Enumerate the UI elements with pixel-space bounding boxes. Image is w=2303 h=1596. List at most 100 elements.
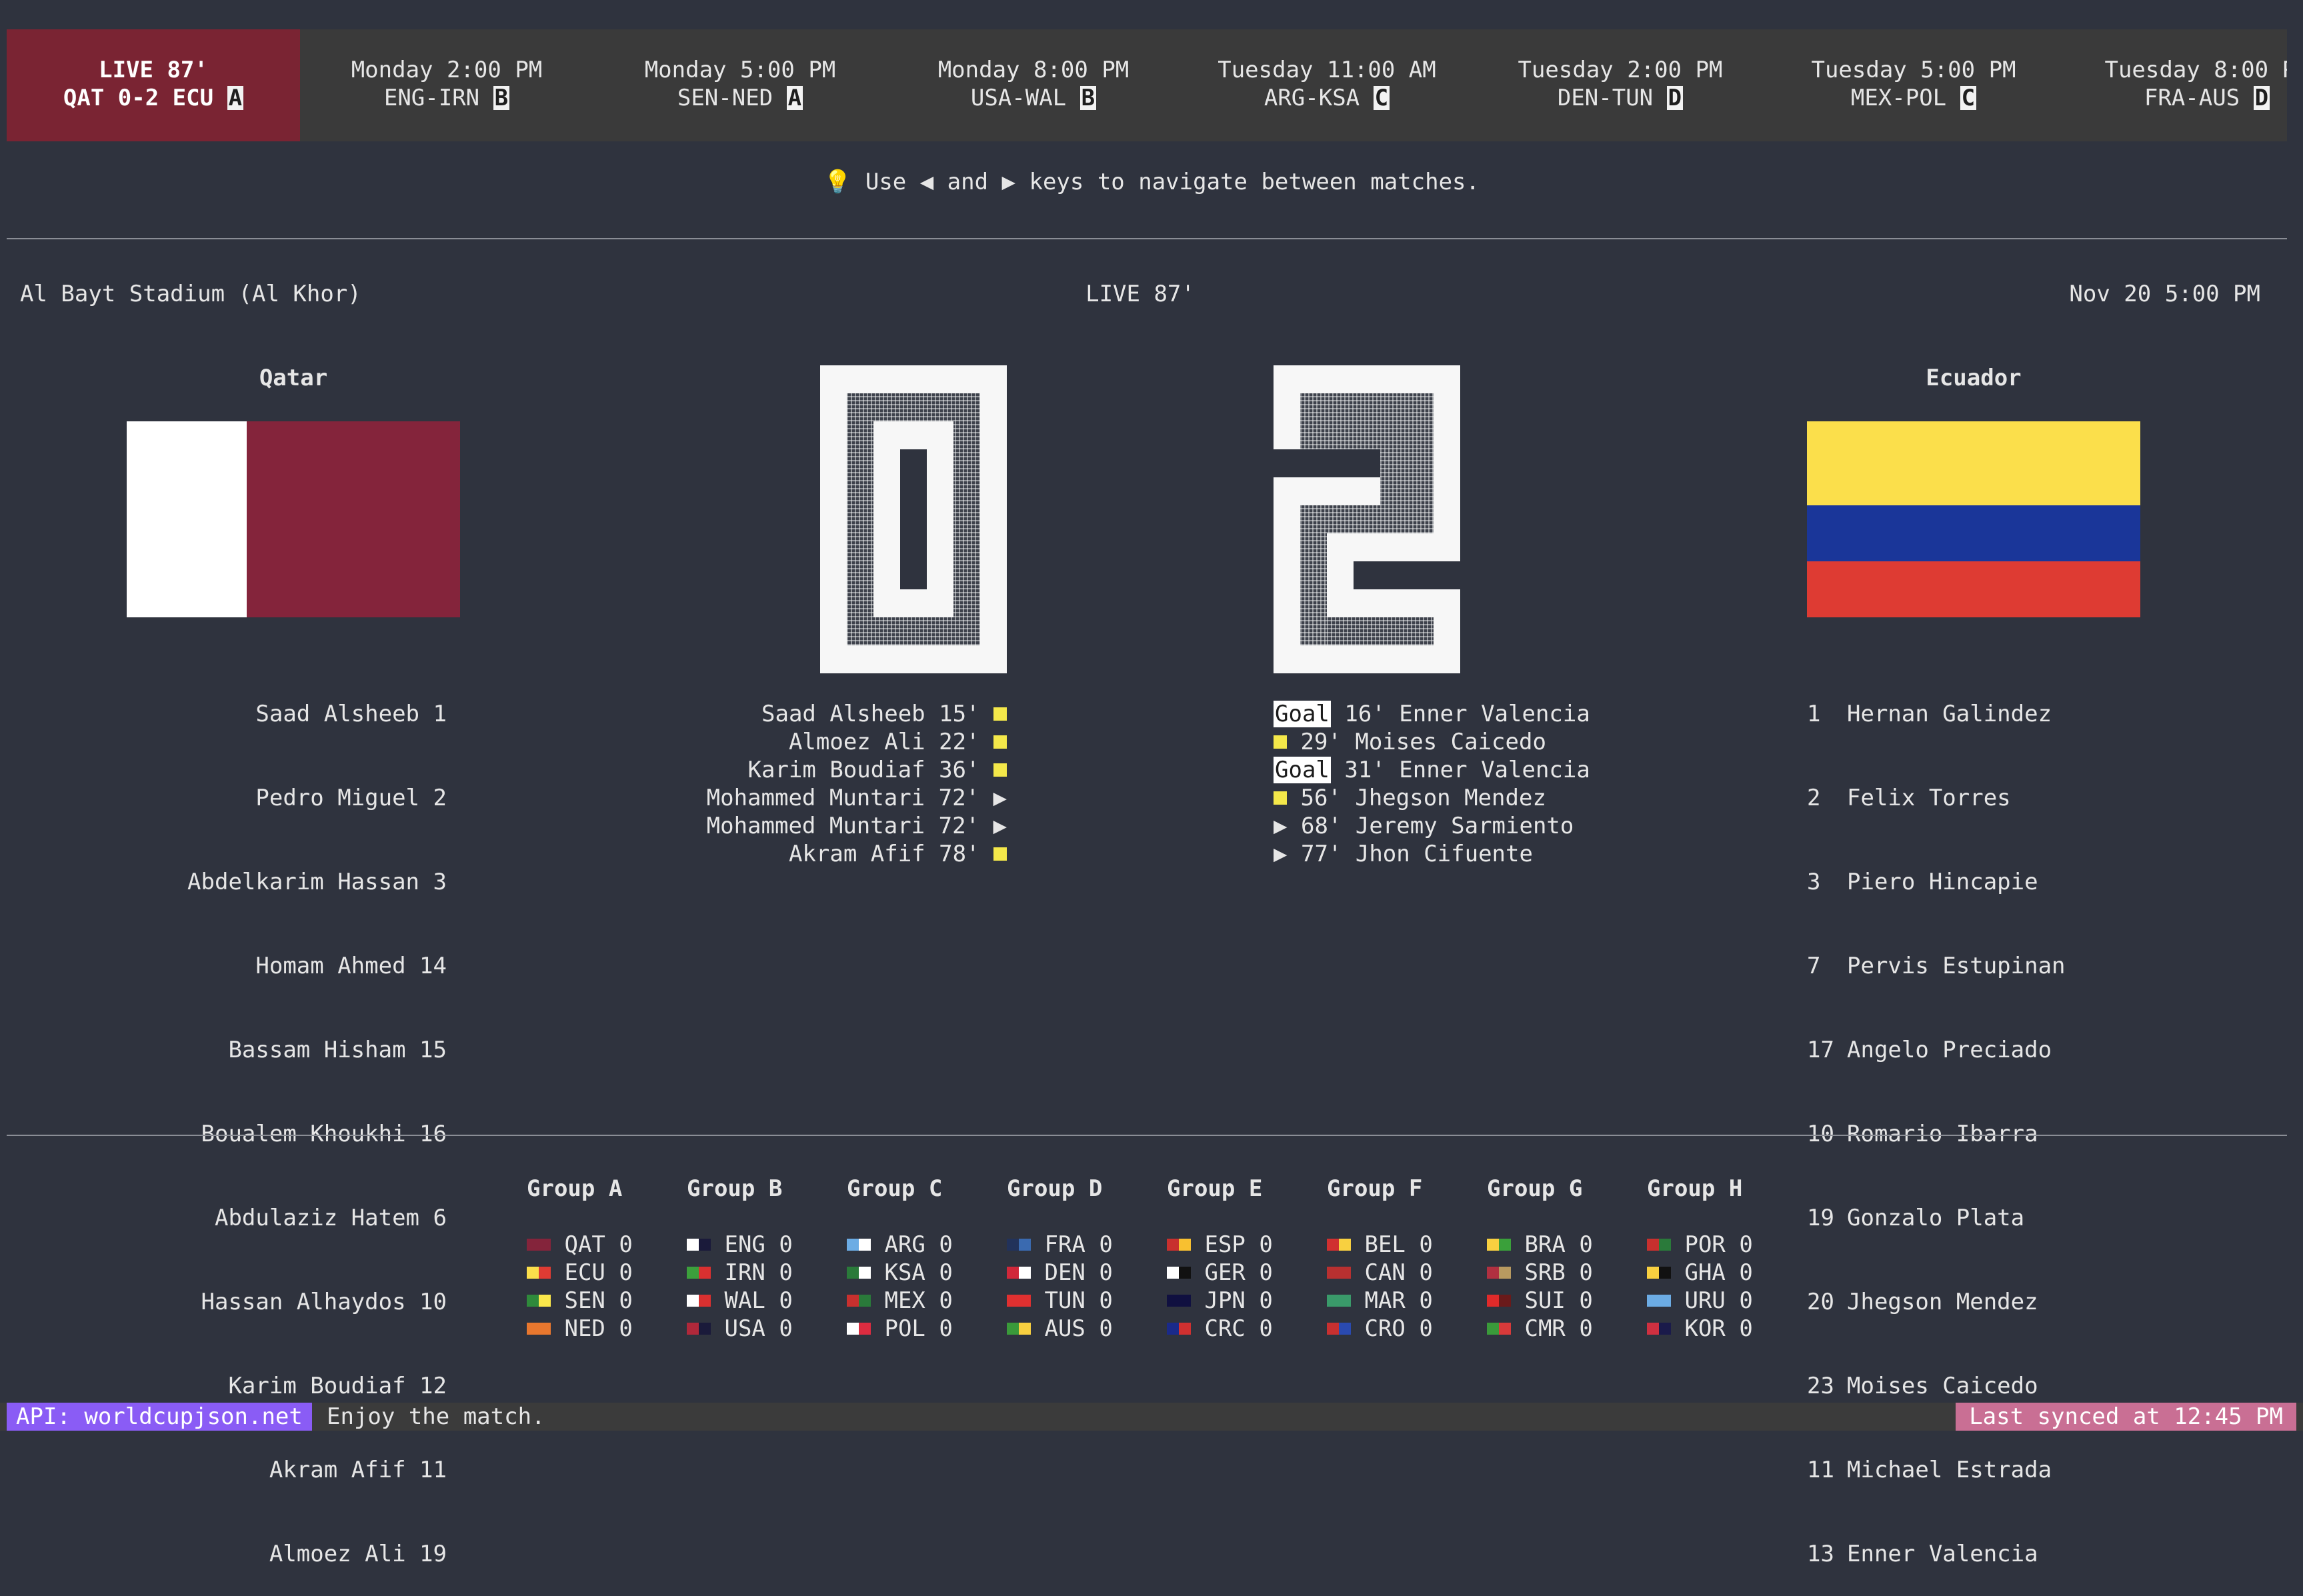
team-row: ARG 0	[847, 1231, 993, 1259]
team-points: 0	[1579, 1259, 1593, 1286]
match-teams: USA-WAL	[970, 85, 1067, 111]
yellow-card-icon	[993, 847, 1007, 861]
team-points: 0	[1259, 1287, 1273, 1314]
team-row: CAN 0	[1327, 1259, 1474, 1287]
team-flag-icon	[1327, 1231, 1351, 1258]
team-row: ESP 0	[1167, 1231, 1314, 1259]
team-flag-icon	[1167, 1315, 1191, 1342]
group-badge: D	[2253, 85, 2270, 111]
match-status: LIVE 87'	[1085, 281, 1195, 307]
group-title: Group B	[687, 1175, 783, 1202]
match-time: Tuesday 5:00 PM	[1811, 57, 2016, 83]
team-code: DEN	[1044, 1259, 1085, 1286]
match-teams: DEN-TUN	[1557, 85, 1654, 111]
team-points: 0	[1739, 1259, 1753, 1286]
team-row: ECU 0	[527, 1259, 673, 1287]
match-tab[interactable]: Monday 2:00 PM ENG-IRN B	[300, 29, 593, 141]
navigation-hint: 💡 Use ◀ and ▶ keys to navigate between m…	[0, 168, 2303, 196]
team-flag-icon	[687, 1231, 711, 1258]
team-row: BRA 0	[1487, 1231, 1634, 1259]
lineup-row: Boualem Khoukhi 16	[201, 1121, 447, 1147]
team-row: TUN 0	[1007, 1287, 1154, 1315]
team-points: 0	[1419, 1287, 1433, 1314]
lineup-row: Hassan Alhaydos 10	[201, 1289, 447, 1315]
team-code: CAN	[1364, 1259, 1406, 1286]
lineup-row: Bassam Hisham 15	[228, 1037, 447, 1063]
team-row: POL 0	[847, 1315, 993, 1343]
match-teams: FRA-AUS	[2144, 85, 2240, 111]
flag-stripe	[127, 421, 247, 617]
lineup-row: 2 Felix Torres	[1807, 785, 2011, 811]
team-points: 0	[1259, 1259, 1273, 1286]
team-code: MAR	[1364, 1287, 1406, 1314]
group-table: Group G BRA 0 SRB 0 SUI 0 CMR 0	[1487, 1175, 1634, 1343]
match-tab[interactable]: Monday 5:00 PM SEN-NED A	[593, 29, 887, 141]
team-points: 0	[939, 1315, 953, 1342]
match-tab[interactable]: Tuesday 5:00 PM MEX-POL C	[1767, 29, 2060, 141]
match-tab[interactable]: Tuesday 2:00 PM DEN-TUN D	[1474, 29, 1767, 141]
team-row: DEN 0	[1007, 1259, 1154, 1287]
team-row: GHA 0	[1647, 1259, 1794, 1287]
team-flag-icon	[1327, 1259, 1351, 1286]
match-time: Tuesday 2:00 PM	[1518, 57, 1723, 83]
team-flag-icon	[847, 1231, 871, 1258]
flag-stripe	[1807, 561, 2140, 617]
team-row: MAR 0	[1327, 1287, 1474, 1315]
lightbulb-icon: 💡	[823, 169, 852, 195]
event-row: Mohammed Muntari 72' ▶	[706, 813, 1007, 839]
match-time: Monday 8:00 PM	[937, 57, 1129, 83]
match-tab[interactable]: Tuesday 11:00 AM ARG-KSA C	[1180, 29, 1474, 141]
team-flag-icon	[847, 1315, 871, 1342]
group-title: Group C	[847, 1175, 943, 1202]
group-table: Group D FRA 0 DEN 0 TUN 0 AUS 0	[1007, 1175, 1154, 1343]
match-tab[interactable]: Monday 8:00 PM USA-WAL B	[887, 29, 1180, 141]
team-row: SEN 0	[527, 1287, 673, 1315]
group-title: Group H	[1647, 1175, 1743, 1202]
substitution-icon: ▶	[993, 785, 1007, 811]
match-teams: QAT 0-2 ECU	[63, 85, 214, 111]
team-code: USA	[724, 1315, 765, 1342]
event-row: Goal 31' Enner Valencia	[1274, 757, 1590, 783]
lineup-row: Akram Afif 11	[269, 1457, 447, 1483]
team-row: BEL 0	[1327, 1231, 1474, 1259]
team-row: POR 0	[1647, 1231, 1794, 1259]
event-row: 29' Moises Caicedo	[1274, 728, 1590, 756]
team-code: TUN	[1044, 1287, 1085, 1314]
match-tab-selected[interactable]: LIVE 87' QAT 0-2 ECU A	[7, 29, 300, 141]
team-flag-icon	[527, 1287, 551, 1314]
match-teams: ARG-KSA	[1264, 85, 1360, 111]
team-points: 0	[1579, 1231, 1593, 1258]
team-flag-icon	[1007, 1231, 1031, 1258]
home-lineup: Saad Alsheeb 1 Pedro Miguel 2 Abdelkarim…	[187, 644, 447, 1596]
team-code: FRA	[1044, 1231, 1085, 1258]
team-flag-icon	[1647, 1287, 1671, 1314]
team-row: USA 0	[687, 1315, 833, 1343]
lineup-row: Saad Alsheeb 1	[255, 701, 447, 727]
team-code: POR	[1684, 1231, 1726, 1258]
team-points: 0	[779, 1259, 793, 1286]
event-row: ▶ 77' Jhon Cifuente	[1274, 841, 1533, 867]
team-code: SUI	[1524, 1287, 1566, 1314]
team-points: 0	[1259, 1231, 1273, 1258]
team-row: FRA 0	[1007, 1231, 1154, 1259]
match-tab[interactable]: Tuesday 8:00 PM FRA-AUS D	[2060, 29, 2287, 141]
lineup-row: 7 Pervis Estupinan	[1807, 953, 2066, 979]
goal-badge: Goal	[1274, 757, 1331, 783]
group-table: Group H POR 0 GHA 0 URU 0 KOR 0	[1647, 1175, 1794, 1343]
lineup-row: 3 Piero Hincapie	[1807, 869, 2038, 895]
team-row: IRN 0	[687, 1259, 833, 1287]
event-row: Saad Alsheeb 15'	[707, 700, 1007, 728]
team-code: ESP	[1204, 1231, 1246, 1258]
api-source-badge: API: worldcupjson.net	[7, 1403, 312, 1431]
team-points: 0	[1099, 1231, 1113, 1258]
group-table: Group B ENG 0 IRN 0 WAL 0 USA 0	[687, 1175, 833, 1343]
team-points: 0	[619, 1259, 633, 1286]
team-code: IRN	[724, 1259, 765, 1286]
team-points: 0	[779, 1315, 793, 1342]
team-points: 0	[1259, 1315, 1273, 1342]
lineup-row: 19 Gonzalo Plata	[1807, 1205, 2025, 1231]
team-points: 0	[1099, 1315, 1113, 1342]
team-code: NED	[564, 1315, 605, 1342]
team-points: 0	[1579, 1287, 1593, 1314]
lineup-row: 23 Moises Caicedo	[1807, 1373, 2038, 1399]
